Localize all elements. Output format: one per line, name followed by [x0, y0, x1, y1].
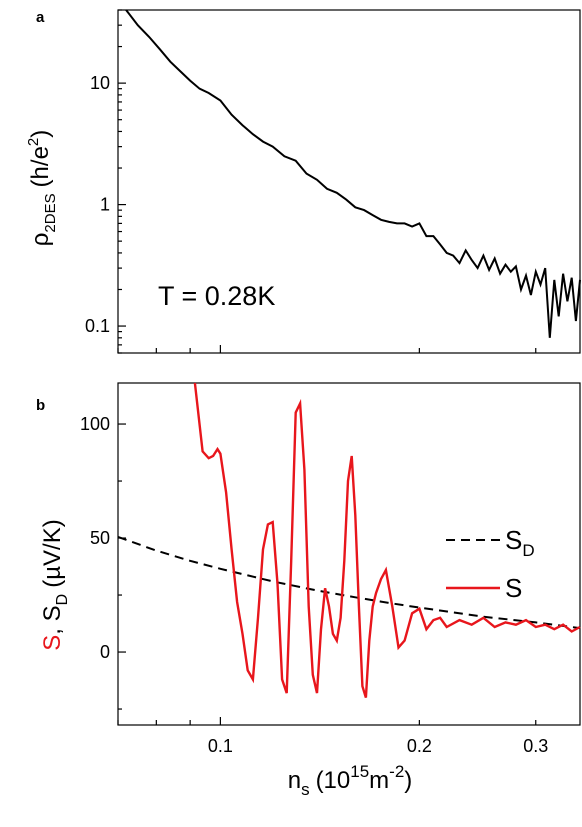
- panel-b-tick-labels: 0 50 100 0.1 0.2 0.3: [80, 414, 548, 756]
- y-tick-label: 0.1: [85, 316, 110, 336]
- legend-sd-label: SD: [505, 525, 535, 560]
- ylabel-unit-pre: (h/e: [27, 146, 54, 187]
- ylabel-rho-sub: 2DES: [42, 193, 59, 232]
- panel-a: a 0.1 1 10 T = 0.28K ρ2DES (h/e2): [25, 9, 581, 354]
- xlabel-unit-post: ): [404, 767, 412, 794]
- y-tick-label: 50: [90, 528, 110, 548]
- panel-b-ticks: [117, 423, 537, 725]
- panel-a-frame: [117, 9, 581, 354]
- ylabel-rho: ρ: [27, 233, 54, 247]
- panel-b-xlabel: ns (1015m-2): [288, 762, 413, 799]
- xlabel-unit-mid: m: [369, 767, 389, 794]
- x-tick-label: 0.3: [523, 736, 548, 756]
- panel-a-tick-labels: 0.1 1 10: [85, 73, 110, 336]
- y-tick-label: 10: [90, 73, 110, 93]
- xlabel-unit-pre: (10: [316, 767, 351, 794]
- x-tick-label: 0.2: [407, 736, 432, 756]
- panel-b-label: b: [36, 397, 45, 414]
- panel-a-ticks: [117, 9, 537, 354]
- legend-s-label: S: [505, 573, 522, 603]
- xlabel-unit-sup: 15: [350, 762, 369, 781]
- legend: SD S: [446, 525, 535, 603]
- y-tick-label: 100: [80, 414, 110, 434]
- ylabel-sd-sub: D: [54, 594, 71, 606]
- ylabel-unit: (µV/K): [39, 519, 66, 588]
- ylabel-unit-sup: 2: [25, 138, 42, 146]
- panel-b-frame: [117, 382, 581, 726]
- panel-a-ylabel: ρ2DES (h/e2): [25, 130, 59, 247]
- y-tick-label: 1: [100, 195, 110, 215]
- temperature-annotation: T = 0.28K: [158, 281, 275, 311]
- y-tick-label: 0: [100, 642, 110, 662]
- panel-a-series-line: [125, 9, 581, 338]
- ylabel-s-red: S: [39, 635, 66, 651]
- panel-a-label: a: [36, 9, 45, 26]
- series-s-red-line: [193, 382, 581, 698]
- ylabel-sep: , S: [39, 605, 66, 634]
- panel-b-ylabel: S, SD (µV/K): [39, 519, 71, 650]
- x-tick-label: 0.1: [208, 736, 233, 756]
- series-sd-dashed-line: [117, 535, 581, 630]
- xlabel-n-sub: s: [301, 780, 310, 799]
- xlabel-unit-sup2: -2: [389, 762, 404, 781]
- xlabel-n: n: [288, 767, 301, 794]
- ylabel-unit-post: ): [27, 130, 54, 138]
